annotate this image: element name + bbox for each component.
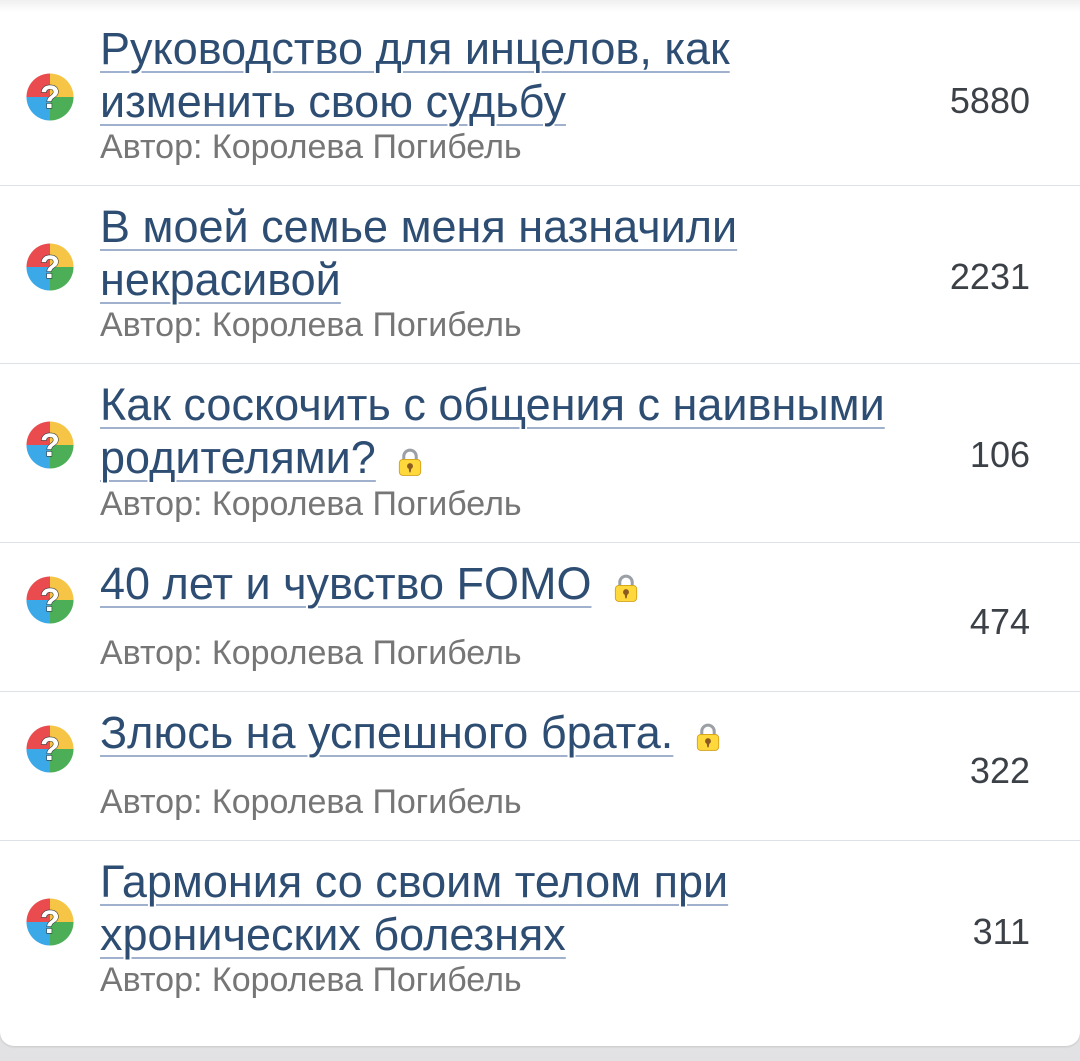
svg-text:?: ?	[40, 581, 60, 618]
svg-text:?: ?	[40, 426, 60, 463]
svg-text:?: ?	[40, 903, 60, 940]
svg-text:?: ?	[40, 248, 60, 285]
svg-text:?: ?	[40, 78, 60, 115]
svg-text:?: ?	[40, 730, 60, 767]
